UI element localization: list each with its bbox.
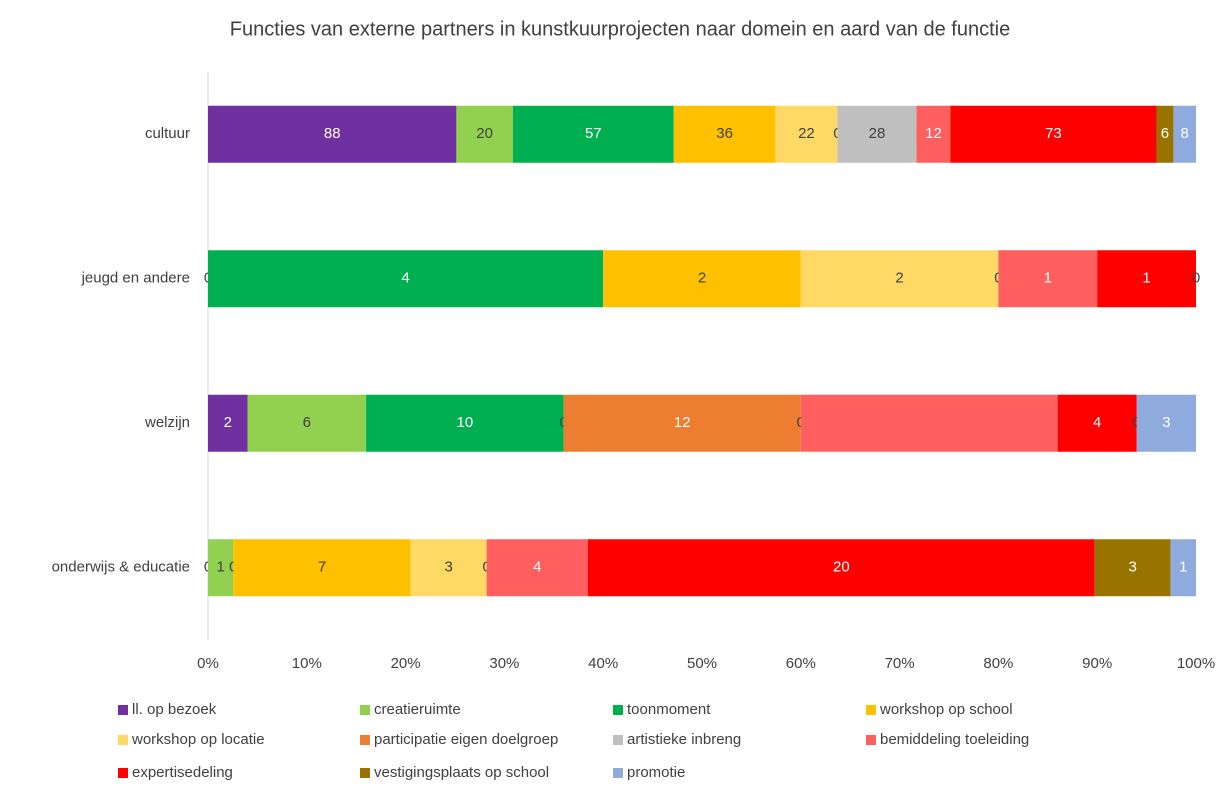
bar-segment	[673, 105, 776, 163]
bar-segment	[208, 539, 234, 597]
data-label: 2	[895, 270, 903, 287]
bar-segment	[916, 105, 951, 163]
data-label: 0	[1192, 270, 1200, 287]
data-label: 4	[401, 270, 409, 287]
x-tick-label: 40%	[588, 655, 618, 672]
x-tick-label: 100%	[1177, 655, 1215, 672]
x-tick-label: 60%	[786, 655, 816, 672]
data-label: 3	[1162, 414, 1170, 431]
data-label: 1	[1044, 270, 1052, 287]
bar-segment	[800, 394, 1058, 452]
bar-segment	[486, 539, 588, 597]
x-tick-label: 80%	[983, 655, 1013, 672]
legend-swatch	[613, 735, 623, 745]
legend-label: promotie	[627, 764, 685, 781]
legend-label: expertisedeling	[132, 764, 233, 781]
data-label: 6	[303, 414, 311, 431]
legend-swatch	[118, 768, 128, 778]
x-tick-label: 20%	[391, 655, 421, 672]
data-label: 3	[1128, 559, 1136, 576]
legend-swatch	[118, 735, 128, 745]
legend-swatch	[613, 768, 623, 778]
y-tick-label: jeugd en andere	[81, 270, 190, 287]
data-label: 3	[444, 559, 452, 576]
data-label: 12	[674, 414, 691, 431]
bar-segment	[1097, 250, 1196, 308]
data-label: 1	[1179, 559, 1187, 576]
data-label: 2	[224, 414, 232, 431]
bar-segment	[603, 250, 801, 308]
data-label: 4	[533, 559, 541, 576]
x-tick-label: 50%	[687, 655, 717, 672]
bar-segment	[563, 394, 801, 452]
bar-segment	[1136, 394, 1196, 452]
legend-swatch	[360, 768, 370, 778]
legend-label: toonmoment	[627, 701, 711, 718]
x-tick-label: 10%	[292, 655, 322, 672]
bar-segment	[456, 105, 513, 163]
y-tick-label: onderwijs & educatie	[52, 559, 190, 576]
data-label: 28	[869, 125, 886, 142]
legend-label: vestigingsplaats op school	[374, 764, 549, 781]
legend-swatch	[866, 705, 876, 715]
legend-swatch	[360, 705, 370, 715]
bar-segment	[1173, 105, 1196, 163]
bar-segment	[1170, 539, 1196, 597]
bar-segment	[247, 394, 367, 452]
data-label: 20	[833, 559, 850, 576]
legend-label: bemiddeling toeleiding	[880, 731, 1029, 748]
data-label: 6	[1161, 125, 1169, 142]
bar-segment	[512, 105, 674, 163]
bar-segment	[837, 105, 917, 163]
bar-segment	[800, 250, 999, 308]
data-label: 2	[698, 270, 706, 287]
x-tick-label: 30%	[489, 655, 519, 672]
legend-swatch	[360, 735, 370, 745]
bar-segment	[950, 105, 1157, 163]
bar-segment	[998, 250, 1098, 308]
x-tick-label: 70%	[885, 655, 915, 672]
legend-label: participatie eigen doelgroep	[374, 731, 558, 748]
data-label: 57	[585, 125, 602, 142]
bar-segment	[233, 539, 411, 597]
data-label: 20	[476, 125, 493, 142]
data-label: 12	[925, 125, 942, 142]
data-label: 8	[1181, 125, 1189, 142]
data-label: 4	[1093, 414, 1101, 431]
bar-segment	[1094, 539, 1171, 597]
data-label: 88	[324, 125, 341, 142]
x-tick-label: 0%	[197, 655, 219, 672]
y-tick-label: welzijn	[144, 414, 190, 431]
bar-segment	[775, 105, 838, 163]
data-label: 7	[318, 559, 326, 576]
x-tick-label: 90%	[1082, 655, 1112, 672]
legend-label: workshop op locatie	[131, 731, 265, 748]
legend-swatch	[118, 705, 128, 715]
data-label: 10	[457, 414, 474, 431]
legend-label: creatieruimte	[374, 701, 461, 718]
chart-title: Functies van externe partners in kunstku…	[230, 18, 1010, 40]
data-label: 1	[216, 559, 224, 576]
y-tick-label: cultuur	[145, 125, 190, 142]
bar-segment	[410, 539, 487, 597]
legend-swatch	[866, 735, 876, 745]
bar-segment	[208, 250, 604, 308]
legend-swatch	[613, 705, 623, 715]
bar-segment	[208, 105, 457, 163]
data-label: 73	[1045, 125, 1062, 142]
bar-segment	[366, 394, 564, 452]
bar-segment	[1156, 105, 1174, 163]
bar-segment	[208, 394, 248, 452]
legend-label: workshop op school	[879, 701, 1013, 718]
bar-segment	[1057, 394, 1137, 452]
bar-segment	[588, 539, 1095, 597]
legend-label: ll. op bezoek	[132, 701, 217, 718]
data-label: 36	[716, 125, 733, 142]
data-label: 22	[798, 125, 815, 142]
data-label: 1	[1142, 270, 1150, 287]
legend-label: artistieke inbreng	[627, 731, 741, 748]
